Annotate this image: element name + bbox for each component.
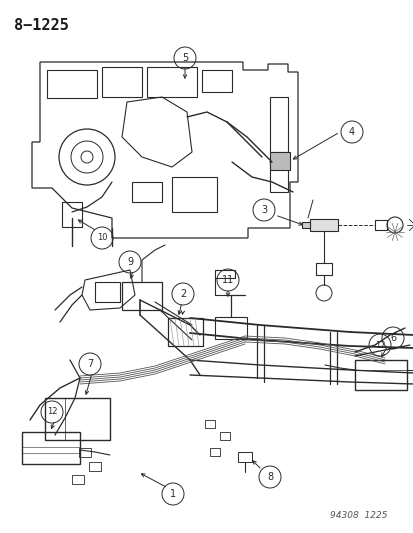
Bar (214, 317, 247, 339)
Bar (22, 432, 80, 464)
Bar (301, 222, 309, 228)
Text: 8: 8 (266, 472, 273, 482)
Bar (269, 97, 287, 152)
Bar (79, 448, 91, 457)
Bar (171, 177, 216, 212)
Bar (45, 398, 110, 440)
Bar (132, 182, 161, 202)
Bar (204, 420, 214, 428)
Bar (147, 67, 197, 97)
Bar (214, 270, 235, 278)
Bar (269, 157, 287, 192)
Bar (122, 282, 161, 310)
Text: 10: 10 (97, 233, 107, 243)
Bar (62, 202, 82, 227)
Bar (219, 432, 230, 440)
Bar (89, 462, 101, 471)
Text: 3: 3 (260, 205, 266, 215)
Text: 4: 4 (348, 127, 354, 137)
Bar (237, 452, 252, 462)
Bar (202, 70, 231, 92)
Bar (309, 219, 337, 231)
Bar (72, 475, 84, 484)
Bar (354, 360, 406, 390)
Text: 7: 7 (87, 359, 93, 369)
Bar (374, 220, 386, 230)
Text: 5: 5 (181, 53, 188, 63)
Bar (168, 318, 202, 346)
Bar (95, 282, 120, 302)
Text: 94308  1225: 94308 1225 (329, 511, 387, 520)
Bar (102, 67, 142, 97)
Text: 8−1225: 8−1225 (14, 18, 69, 33)
Text: 11: 11 (221, 275, 234, 285)
Bar (315, 263, 331, 275)
Text: 12: 12 (47, 408, 57, 416)
Bar (269, 152, 289, 170)
Text: 6: 6 (389, 333, 395, 343)
Text: 1: 1 (169, 489, 176, 499)
Text: 9: 9 (127, 257, 133, 267)
Text: 12: 12 (374, 341, 385, 350)
Text: 2: 2 (179, 289, 186, 299)
Bar (209, 448, 219, 456)
Bar (47, 70, 97, 98)
